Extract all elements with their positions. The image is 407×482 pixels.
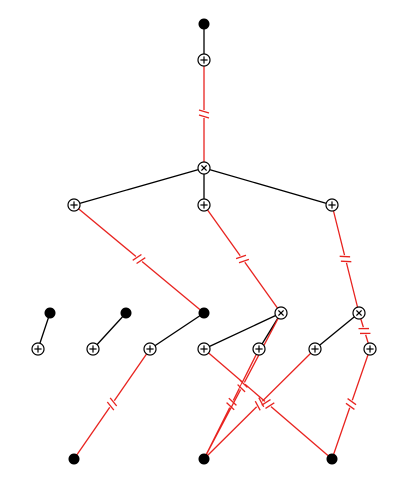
- cut-edge-p3-x2: [203, 204, 282, 314]
- edge-x1-p4: [203, 167, 333, 206]
- filled-black-dot-icon-t6: [198, 453, 210, 465]
- filled-black-dot-icon-t2: [44, 307, 56, 319]
- circled-plus-icon-p7: [143, 342, 157, 356]
- cut-edge-p2-t4: [73, 204, 205, 314]
- circled-plus-icon-p2: [67, 198, 81, 212]
- filled-black-dot-icon-t3: [120, 307, 132, 319]
- edges-layer: [37, 24, 371, 460]
- filled-black-dot-icon-t7: [326, 453, 338, 465]
- filled-black-dot-icon-t4: [198, 307, 210, 319]
- circled-times-icon-x3: [352, 306, 366, 320]
- cut-edge-p10-t6: [203, 348, 316, 460]
- edge-x1-p2: [73, 167, 205, 206]
- circled-times-icon-x1: [197, 161, 211, 175]
- cut-edge-p1-x1: [198, 60, 210, 168]
- circled-times-icon-x2: [274, 306, 288, 320]
- circled-plus-icon-p10: [308, 342, 322, 356]
- cut-edge-x2-t6: [203, 312, 282, 460]
- circled-plus-icon-p6: [86, 342, 100, 356]
- edge-t4-p7: [149, 312, 205, 350]
- nodes-layer: [31, 18, 377, 465]
- edge-x3-p10: [314, 312, 360, 350]
- cut-edge-p4-x3: [331, 204, 360, 314]
- edge-t3-p6: [92, 312, 127, 350]
- edge-x2-p8: [203, 312, 282, 350]
- cut-edge-p8-t7: [203, 348, 333, 460]
- circled-plus-icon-p9: [252, 342, 266, 356]
- circled-plus-icon-p4: [325, 198, 339, 212]
- circled-plus-icon-p1: [197, 53, 211, 67]
- cut-edge-p7-t5: [73, 348, 151, 460]
- circled-plus-icon-p11: [363, 342, 377, 356]
- circled-plus-icon-p8: [197, 342, 211, 356]
- cut-edge-p11-t7: [331, 348, 371, 460]
- filled-black-dot-icon-t5: [68, 453, 80, 465]
- circled-plus-icon-p5: [31, 342, 45, 356]
- filled-black-dot-icon-t1: [198, 18, 210, 30]
- circled-plus-icon-p3: [197, 198, 211, 212]
